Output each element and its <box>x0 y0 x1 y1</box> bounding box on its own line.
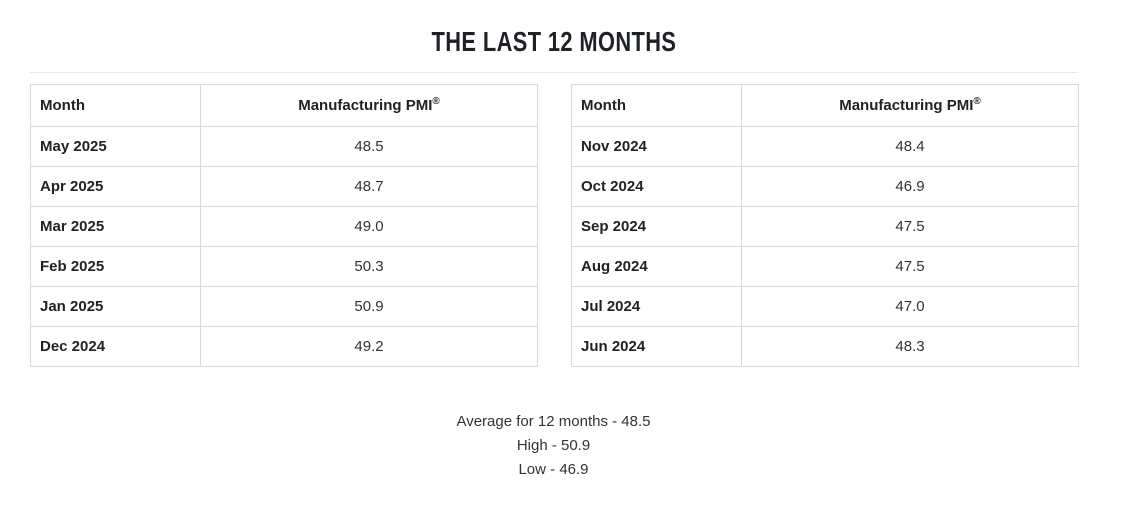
month-column-header: Month <box>30 84 201 127</box>
content-container: THE LAST 12 MONTHS Month Manufacturing P… <box>30 0 1079 482</box>
table-row: Jun 2024 48.3 <box>571 326 1079 367</box>
table-row: May 2025 48.5 <box>30 126 538 167</box>
pmi-value-cell: 48.4 <box>741 126 1079 167</box>
summary-high: High - 50.9 <box>516 437 591 454</box>
month-cell: Jul 2024 <box>571 286 742 327</box>
pmi-value-cell: 47.0 <box>741 286 1079 327</box>
month-cell: Mar 2025 <box>30 206 201 247</box>
pmi-value-cell: 49.2 <box>200 326 538 367</box>
registered-trademark-symbol: ® <box>973 96 981 107</box>
month-cell: Jun 2024 <box>571 326 742 367</box>
table-row: Aug 2024 47.5 <box>571 246 1079 287</box>
table-row: Feb 2025 50.3 <box>30 246 538 287</box>
table-row: Sep 2024 47.5 <box>571 206 1079 247</box>
month-cell: Nov 2024 <box>571 126 742 167</box>
table-header-row: Month Manufacturing PMI® <box>30 84 538 127</box>
page-title: THE LAST 12 MONTHS <box>30 0 1077 59</box>
month-cell: Apr 2025 <box>30 166 201 207</box>
summary-stats: Average for 12 months - 48.5 High - 50.9… <box>30 410 1077 482</box>
table-row: Nov 2024 48.4 <box>571 126 1079 167</box>
pmi-column-header-label: Manufacturing PMI <box>839 97 974 114</box>
pmi-table-recent: Month Manufacturing PMI® May 2025 48.5 A… <box>30 84 538 367</box>
pmi-value-cell: 48.5 <box>200 126 538 167</box>
pmi-value-cell: 46.9 <box>741 166 1079 207</box>
month-cell: Jan 2025 <box>30 286 201 327</box>
registered-trademark-symbol: ® <box>432 96 440 107</box>
month-cell: Aug 2024 <box>571 246 742 287</box>
table-row: Mar 2025 49.0 <box>30 206 538 247</box>
pmi-column-header: Manufacturing PMI® <box>741 84 1079 127</box>
pmi-value-cell: 48.7 <box>200 166 538 207</box>
table-row: Jul 2024 47.0 <box>571 286 1079 327</box>
table-row: Jan 2025 50.9 <box>30 286 538 327</box>
pmi-value-cell: 48.3 <box>741 326 1079 367</box>
tables-container: Month Manufacturing PMI® May 2025 48.5 A… <box>30 84 1079 367</box>
pmi-value-cell: 50.9 <box>200 286 538 327</box>
pmi-value-cell: 47.5 <box>741 206 1079 247</box>
table-row: Dec 2024 49.2 <box>30 326 538 367</box>
pmi-table-older: Month Manufacturing PMI® Nov 2024 48.4 O… <box>571 84 1079 367</box>
pmi-column-header: Manufacturing PMI® <box>200 84 538 127</box>
title-divider <box>30 72 1077 73</box>
month-column-header: Month <box>571 84 742 127</box>
summary-low: Low - 46.9 <box>518 461 589 478</box>
summary-average: Average for 12 months - 48.5 <box>456 413 651 430</box>
table-row: Apr 2025 48.7 <box>30 166 538 207</box>
pmi-value-cell: 49.0 <box>200 206 538 247</box>
month-cell: Dec 2024 <box>30 326 201 367</box>
month-cell: Sep 2024 <box>571 206 742 247</box>
pmi-value-cell: 47.5 <box>741 246 1079 287</box>
month-cell: Oct 2024 <box>571 166 742 207</box>
table-header-row: Month Manufacturing PMI® <box>571 84 1079 127</box>
pmi-column-header-label: Manufacturing PMI <box>298 97 433 114</box>
month-cell: May 2025 <box>30 126 201 167</box>
pmi-value-cell: 50.3 <box>200 246 538 287</box>
page-title-text: THE LAST 12 MONTHS <box>431 26 676 57</box>
month-cell: Feb 2025 <box>30 246 201 287</box>
table-row: Oct 2024 46.9 <box>571 166 1079 207</box>
